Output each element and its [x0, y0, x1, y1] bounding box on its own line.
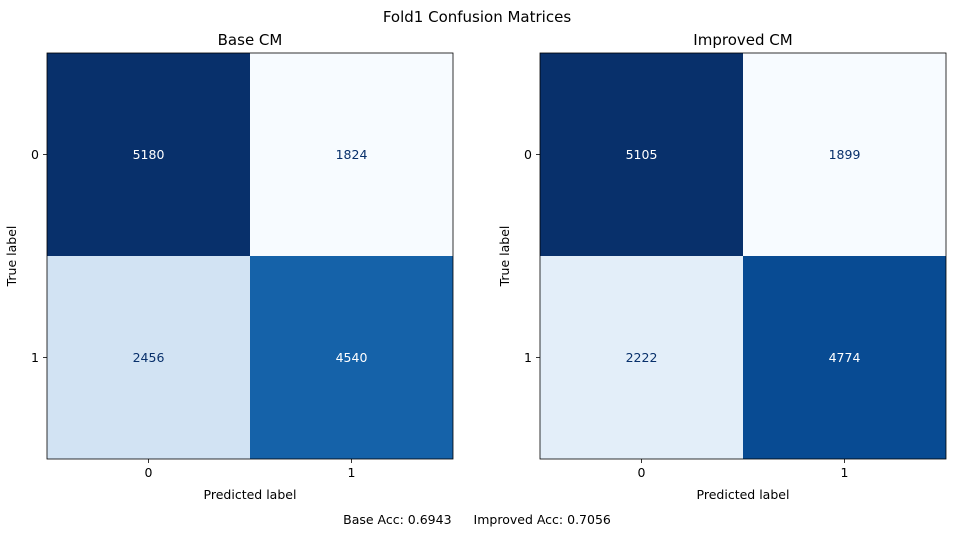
cell-value-r0-c1: 1824: [336, 147, 368, 162]
cell-value-r1-c1: 4774: [829, 350, 861, 365]
x-axis-label: Predicted label: [204, 487, 297, 502]
cell-value-r1-c0: 2456: [133, 350, 165, 365]
cell-r0-c0: [540, 53, 743, 256]
cell-value-r0-c0: 5105: [626, 147, 658, 162]
plot-frame: [539, 52, 947, 460]
y-tick-label-0: 0: [31, 147, 39, 162]
cell-value-r1-c1: 4540: [336, 350, 368, 365]
y-axis-label: True label: [4, 226, 19, 288]
improved-cm-title: Improved CM: [693, 31, 793, 49]
x-tick-label-1: 1: [841, 465, 849, 480]
x-tick-label-0: 0: [638, 465, 646, 480]
cell-r1-c1: [743, 256, 946, 459]
cell-value-r0-c0: 5180: [133, 147, 165, 162]
x-tick-label-0: 0: [145, 465, 153, 480]
base-accuracy-text: Base Acc: 0.6943: [343, 512, 452, 527]
y-tick-label-1: 1: [524, 350, 532, 365]
cell-r0-c1: [743, 53, 946, 256]
base-cm-title: Base CM: [217, 31, 283, 49]
cell-r0-c0: [47, 53, 250, 256]
y-axis-label: True label: [497, 226, 512, 288]
plot-frame: [46, 52, 454, 460]
improved-accuracy-text: Improved Acc: 0.7056: [473, 512, 611, 527]
y-tick-label-1: 1: [31, 350, 39, 365]
cell-value-r1-c0: 2222: [626, 350, 658, 365]
cell-r0-c1: [250, 53, 453, 256]
cell-r1-c1: [250, 256, 453, 459]
y-tick-label-0: 0: [524, 147, 532, 162]
cell-r1-c0: [47, 256, 250, 459]
x-tick-label-1: 1: [348, 465, 356, 480]
figure-title: Fold1 Confusion Matrices: [382, 8, 572, 26]
cell-r1-c0: [540, 256, 743, 459]
accuracy-footer: Base Acc: 0.6943 Improved Acc: 0.7056: [0, 512, 954, 527]
cell-value-r0-c1: 1899: [829, 147, 861, 162]
x-axis-label: Predicted label: [697, 487, 790, 502]
